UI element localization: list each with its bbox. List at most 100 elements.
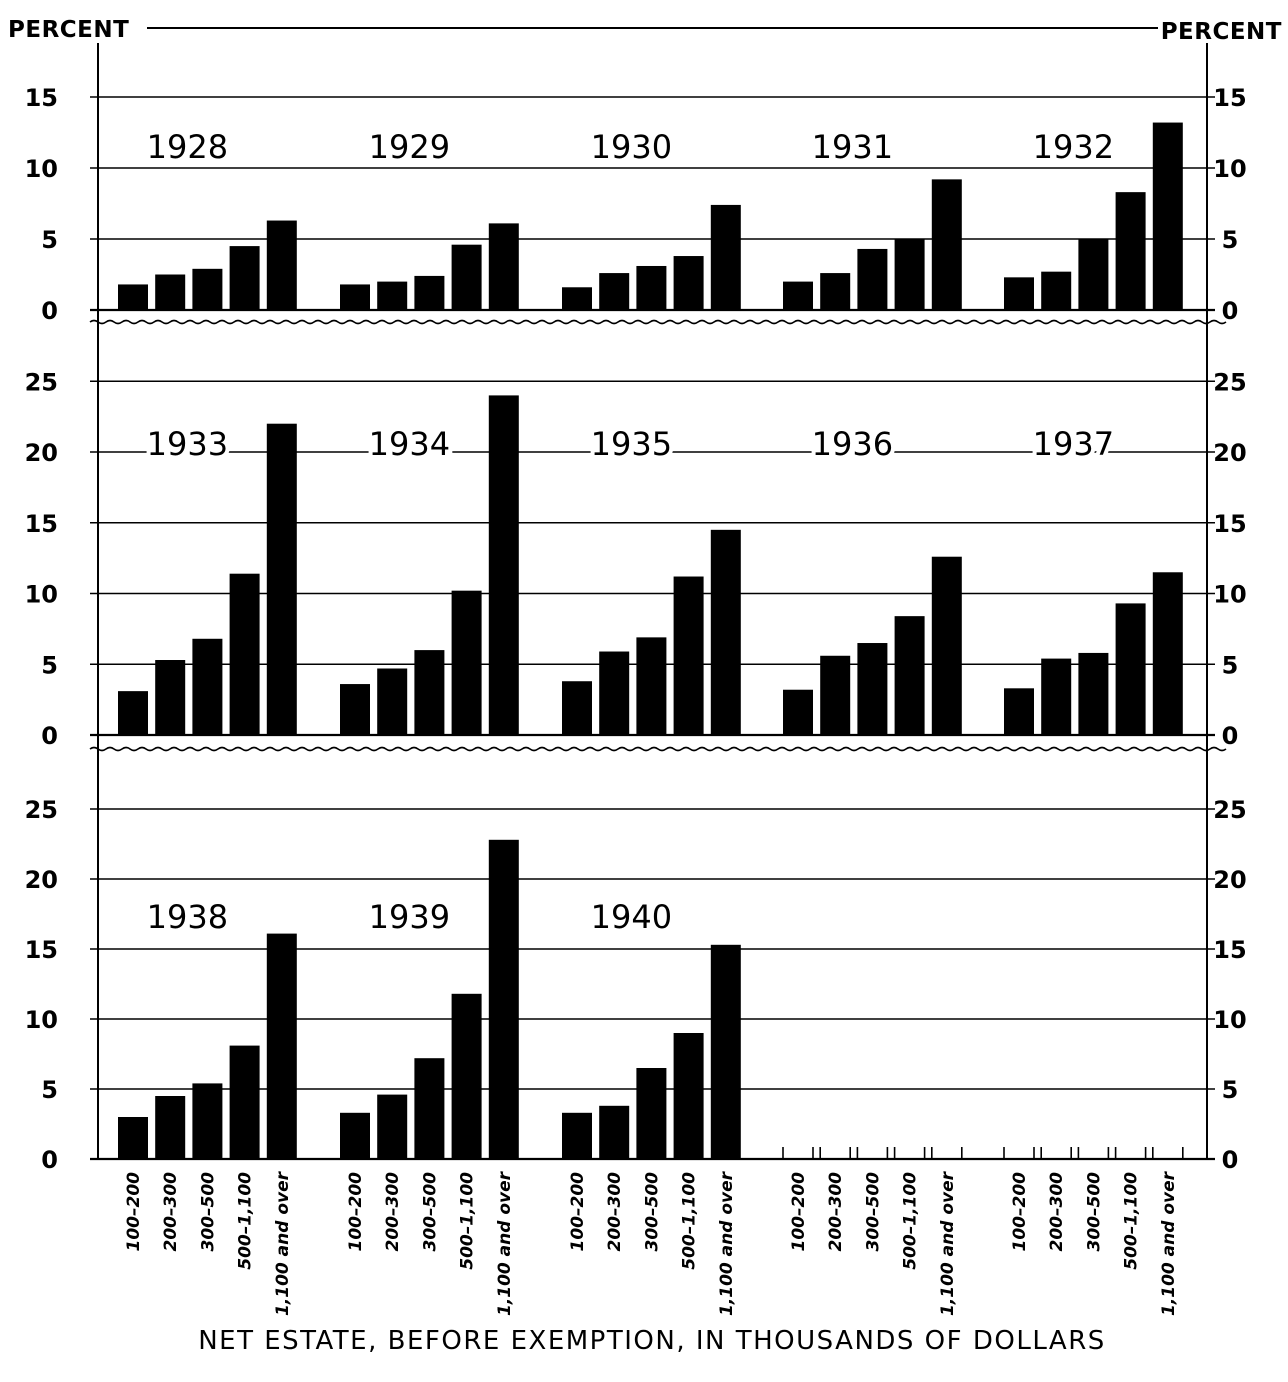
- y-tick-label-right: 5: [1222, 1076, 1239, 1104]
- year-label: 1937: [1033, 425, 1114, 463]
- year-label: 1939: [369, 898, 450, 936]
- bar: [488, 839, 519, 1159]
- bar: [451, 590, 482, 735]
- x-axis-title: NET ESTATE, BEFORE EXEMPTION, IN THOUSAN…: [198, 1326, 1106, 1356]
- year-label: 1936: [812, 425, 893, 463]
- y-tick-label-left: 15: [25, 510, 58, 538]
- bar: [673, 256, 704, 310]
- bar: [266, 933, 297, 1159]
- bar: [414, 650, 445, 735]
- x-tick-label: 1,100 and over: [495, 1170, 515, 1316]
- x-tick-label: 100–200: [346, 1172, 366, 1252]
- bar: [562, 1112, 592, 1159]
- bar: [414, 275, 445, 310]
- y-tick-label-right: 20: [1213, 866, 1246, 894]
- x-tick-label: 500–1,100: [901, 1172, 921, 1270]
- bar: [783, 689, 813, 735]
- x-tick-label: 300–500: [863, 1172, 883, 1252]
- year-label: 1934: [369, 425, 450, 463]
- year-label: 1935: [591, 425, 672, 463]
- bar: [192, 1083, 223, 1159]
- x-tick-label: 1,100 and over: [938, 1170, 958, 1316]
- year-label: 1938: [147, 898, 228, 936]
- y-tick-label-left: 20: [25, 866, 58, 894]
- bar: [229, 1045, 260, 1159]
- y-tick-label-left: 10: [25, 155, 58, 183]
- axis-break: [89, 746, 1227, 752]
- bar: [636, 1068, 667, 1159]
- x-tick-label: 500–1,100: [680, 1172, 700, 1270]
- y-tick-label-right: 5: [1222, 651, 1239, 679]
- bar: [451, 244, 482, 310]
- year-label: 1933: [147, 425, 228, 463]
- y-tick-label-left: 0: [41, 1146, 58, 1174]
- bar: [783, 281, 813, 310]
- bar: [562, 681, 592, 735]
- x-tick-label: 200–300: [1047, 1172, 1067, 1252]
- bar: [1078, 239, 1109, 310]
- bar: [636, 637, 667, 735]
- y-tick-label-right: 0: [1222, 1146, 1239, 1174]
- y-tick-label-left: 10: [25, 581, 58, 609]
- bar: [118, 284, 148, 310]
- bar: [340, 684, 370, 735]
- bar: [931, 179, 962, 310]
- bar: [192, 638, 223, 735]
- y-tick-label-right: 15: [1213, 510, 1246, 538]
- bar: [340, 284, 370, 310]
- y-tick-label-right: 25: [1213, 368, 1246, 396]
- x-tick-label: 300–500: [420, 1172, 440, 1252]
- bar: [340, 1112, 370, 1159]
- year-label: 1930: [591, 128, 672, 166]
- y-tick-label-right: 0: [1222, 297, 1239, 325]
- x-tick-label: 1,100 and over: [273, 1170, 293, 1316]
- bar: [710, 944, 741, 1159]
- bar: [1152, 122, 1183, 310]
- y-tick-label-right: 25: [1213, 796, 1246, 824]
- bar: [377, 281, 408, 310]
- x-tick-label: 100–200: [124, 1172, 144, 1252]
- x-tick-label: 300–500: [1084, 1172, 1104, 1252]
- bar: [1004, 688, 1034, 735]
- y-tick-label-right: 10: [1213, 1006, 1246, 1034]
- bar: [1078, 652, 1109, 735]
- y-tick-label-right: 15: [1213, 84, 1246, 112]
- x-tick-label: 200–300: [383, 1172, 403, 1252]
- x-tick-label: 100–200: [1010, 1172, 1030, 1252]
- bar: [377, 668, 408, 735]
- y-tick-label-left: 0: [41, 722, 58, 750]
- x-tick-label: 300–500: [198, 1172, 218, 1252]
- x-tick-label: 500–1,100: [236, 1172, 256, 1270]
- year-label: 1929: [369, 128, 450, 166]
- bar: [266, 220, 297, 310]
- bar: [118, 1117, 148, 1159]
- y-axis-label-left: PERCENT: [8, 17, 129, 43]
- x-tick-label: 1,100 and over: [717, 1170, 737, 1316]
- y-tick-label-left: 20: [25, 439, 58, 467]
- bar: [820, 655, 851, 735]
- bar: [155, 1096, 186, 1159]
- y-tick-label-left: 5: [41, 651, 58, 679]
- bar: [118, 691, 148, 735]
- y-tick-label-right: 15: [1213, 936, 1246, 964]
- bar: [266, 423, 297, 735]
- bar: [894, 239, 925, 310]
- bar: [820, 273, 851, 310]
- bar: [857, 248, 888, 310]
- axis-break: [89, 319, 1227, 325]
- x-tick-label: 100–200: [789, 1172, 809, 1252]
- bar: [377, 1094, 408, 1159]
- y-tick-label-left: 10: [25, 1006, 58, 1034]
- bar: [857, 643, 888, 735]
- x-tick-label: 500–1,100: [458, 1172, 478, 1270]
- y-tick-label-right: 5: [1222, 226, 1239, 254]
- bar: [155, 274, 186, 310]
- y-tick-label-left: 15: [25, 84, 58, 112]
- bar: [673, 576, 704, 735]
- y-tick-label-left: 15: [25, 936, 58, 964]
- x-tick-label: 200–300: [826, 1172, 846, 1252]
- x-tick-label: 100–200: [568, 1172, 588, 1252]
- y-tick-label-left: 5: [41, 1076, 58, 1104]
- bar: [192, 268, 223, 310]
- bar: [229, 246, 260, 310]
